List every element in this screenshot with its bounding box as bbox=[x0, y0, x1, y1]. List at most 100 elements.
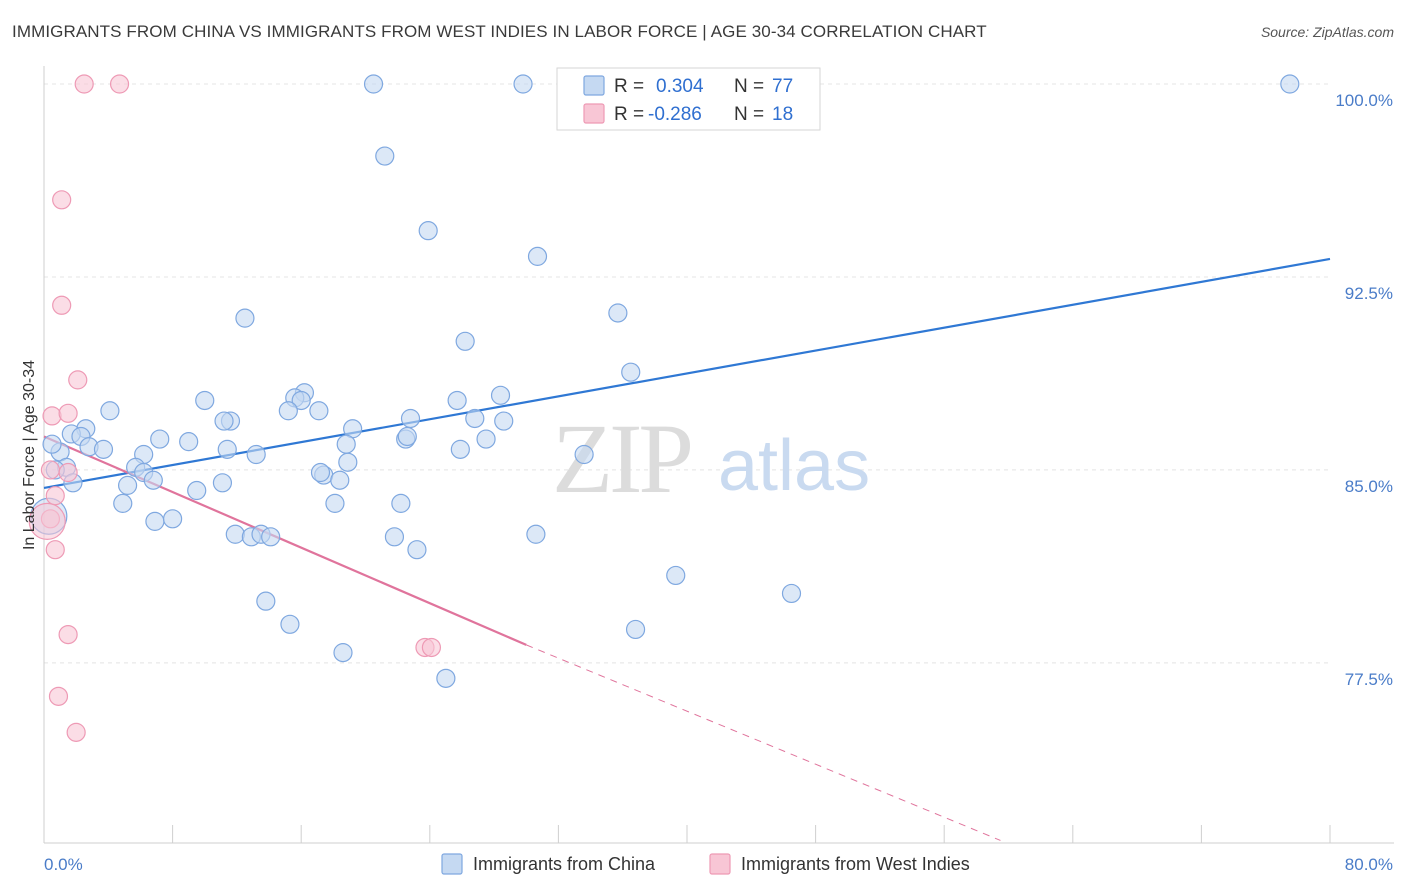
point-west-indies-4 bbox=[68, 370, 88, 390]
point-china-73 bbox=[436, 668, 456, 688]
point-china-5 bbox=[418, 221, 438, 241]
point-west-indies-9 bbox=[45, 486, 65, 506]
point-china-41 bbox=[217, 439, 237, 459]
legend-n-value-china: 77 bbox=[772, 76, 793, 97]
legend-r-value-west-indies: -0.286 bbox=[648, 104, 702, 125]
point-west-indies-17 bbox=[28, 502, 66, 540]
watermark: ZIP atlas bbox=[552, 403, 870, 514]
point-china-65 bbox=[526, 524, 546, 544]
point-west-indies-14 bbox=[421, 637, 442, 658]
point-china-8 bbox=[608, 303, 628, 323]
point-china-42 bbox=[246, 444, 266, 465]
point-west-indies-11 bbox=[45, 540, 65, 560]
point-china-49 bbox=[212, 473, 233, 493]
point-china-25 bbox=[278, 401, 298, 421]
point-china-9 bbox=[455, 331, 475, 351]
watermark-atlas: atlas bbox=[718, 426, 870, 506]
y-tick-label-1: 85.0% bbox=[1345, 477, 1393, 496]
point-china-54 bbox=[310, 462, 331, 483]
point-china-60 bbox=[225, 524, 245, 544]
point-china-0 bbox=[363, 74, 384, 94]
chart-title: IMMIGRANTS FROM CHINA VS IMMIGRANTS FROM… bbox=[12, 22, 987, 41]
legend-r-label-west-indies: R = bbox=[614, 104, 644, 125]
point-china-19 bbox=[309, 401, 329, 421]
point-west-indies-2 bbox=[52, 190, 72, 210]
point-china-67 bbox=[666, 565, 686, 586]
bottom-legend-swatch-china bbox=[441, 853, 463, 875]
y-tick-label-3: 100.0% bbox=[1335, 91, 1393, 110]
x-tick-label-0: 0.0% bbox=[44, 855, 83, 874]
point-china-21 bbox=[465, 408, 485, 429]
point-china-63 bbox=[261, 527, 281, 547]
point-china-59 bbox=[163, 509, 183, 529]
data-points bbox=[28, 74, 1300, 742]
point-china-69 bbox=[256, 591, 276, 611]
point-china-29 bbox=[179, 432, 199, 452]
point-china-1 bbox=[513, 74, 533, 94]
legend-n-label-china: N = bbox=[734, 76, 764, 97]
point-china-24 bbox=[494, 411, 514, 431]
series-legend: Immigrants from China Immigrants from We… bbox=[441, 853, 970, 875]
y-tick-label-0: 77.5% bbox=[1345, 670, 1393, 689]
point-west-indies-7 bbox=[40, 460, 61, 480]
point-china-15 bbox=[447, 390, 467, 411]
point-china-57 bbox=[391, 493, 411, 513]
point-china-28 bbox=[150, 429, 170, 449]
point-china-56 bbox=[325, 493, 345, 513]
point-china-43 bbox=[338, 452, 358, 472]
y-tick-label-2: 92.5% bbox=[1345, 284, 1393, 303]
point-china-34 bbox=[336, 434, 356, 454]
chart-source: Source: ZipAtlas.com bbox=[1260, 24, 1394, 40]
point-china-72 bbox=[333, 643, 353, 663]
point-west-indies-5 bbox=[42, 406, 62, 426]
point-china-4 bbox=[375, 146, 395, 166]
point-china-64 bbox=[384, 527, 405, 547]
point-china-3 bbox=[1280, 74, 1300, 94]
legend-r-value-china: 0.304 bbox=[656, 76, 704, 97]
point-china-53 bbox=[117, 475, 138, 495]
point-china-39 bbox=[93, 439, 114, 459]
legend-swatch-west-indies bbox=[583, 103, 605, 124]
point-china-35 bbox=[450, 439, 470, 459]
point-china-70 bbox=[280, 614, 300, 634]
legend-n-value-west-indies: 18 bbox=[772, 104, 793, 125]
trendline-west-indies-extrapolated bbox=[526, 644, 1001, 841]
point-china-7 bbox=[235, 308, 255, 328]
point-china-51 bbox=[143, 470, 163, 490]
point-west-indies-3 bbox=[52, 295, 72, 315]
y-axis-label: In Labor Force | Age 30-34 bbox=[21, 360, 38, 550]
stats-legend: R = 0.304 N = 77 R = -0.286 N = 18 bbox=[556, 67, 821, 131]
point-china-68 bbox=[781, 583, 802, 604]
point-west-indies-1 bbox=[109, 74, 130, 94]
point-west-indies-16 bbox=[66, 722, 86, 742]
point-west-indies-0 bbox=[74, 74, 94, 94]
point-china-22 bbox=[214, 411, 234, 431]
point-china-6 bbox=[527, 246, 548, 266]
axes bbox=[43, 66, 1394, 844]
point-china-55 bbox=[113, 493, 133, 513]
point-west-indies-15 bbox=[48, 686, 69, 706]
point-china-14 bbox=[291, 390, 311, 411]
x-tick-labels: 0.0% 80.0% bbox=[44, 855, 1393, 874]
point-west-indies-8 bbox=[58, 462, 78, 483]
legend-r-label-china: R = bbox=[614, 76, 644, 97]
point-china-44 bbox=[574, 444, 594, 465]
bottom-legend-swatch-west-indies bbox=[709, 853, 731, 875]
point-west-indies-6 bbox=[58, 403, 78, 423]
point-china-16 bbox=[490, 385, 511, 405]
bottom-legend-label-west-indies: Immigrants from West Indies bbox=[741, 854, 970, 874]
bottom-legend-label-china: Immigrants from China bbox=[473, 854, 656, 874]
point-china-58 bbox=[145, 511, 165, 531]
trendlines bbox=[43, 257, 1331, 841]
point-west-indies-12 bbox=[58, 624, 78, 645]
point-china-13 bbox=[195, 390, 215, 411]
point-china-75 bbox=[42, 434, 62, 454]
x-tick-label-1: 80.0% bbox=[1345, 855, 1393, 874]
point-china-18 bbox=[100, 401, 120, 421]
point-china-66 bbox=[407, 540, 427, 560]
point-china-71 bbox=[625, 619, 646, 640]
trendline-west-indies bbox=[43, 435, 527, 646]
legend-swatch-china bbox=[583, 75, 605, 96]
point-china-10 bbox=[621, 362, 641, 382]
